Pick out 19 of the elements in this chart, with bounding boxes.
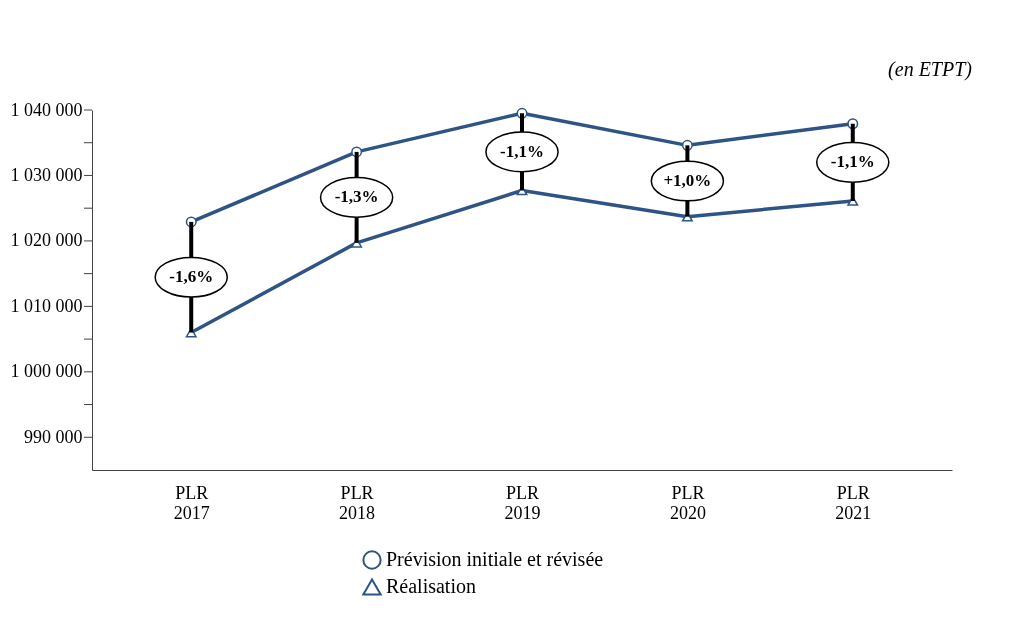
text: (en ETPT)	[888, 58, 973, 81]
y-tick-label: 1 020 000	[10, 230, 83, 251]
y-tick-label: 1 000 000	[10, 361, 83, 382]
x-tick-label: PLR 2021	[835, 482, 872, 523]
legend-label: Réalisation	[386, 575, 476, 597]
y-tick-label: 1 040 000	[10, 99, 83, 120]
x-tick-label: PLR 2017	[173, 482, 210, 523]
y-tick-label: 1 010 000	[10, 295, 83, 316]
x-tick-label: PLR 2020	[669, 482, 706, 523]
annotation: -1,3%	[334, 187, 379, 207]
legend-label: Prévision initiale et révisée	[386, 548, 604, 570]
annotation: -1,1%	[830, 152, 875, 172]
annotation: -1,1%	[500, 141, 544, 161]
annotation: +1,0%	[663, 171, 712, 191]
annotation: -1,6%	[169, 267, 214, 287]
y-tick-label: 1 030 000	[10, 164, 83, 185]
x-tick-label: PLR 2018	[339, 482, 376, 523]
x-tick-label: PLR 2019	[504, 482, 541, 523]
y-tick-label: 990 000	[24, 426, 83, 447]
